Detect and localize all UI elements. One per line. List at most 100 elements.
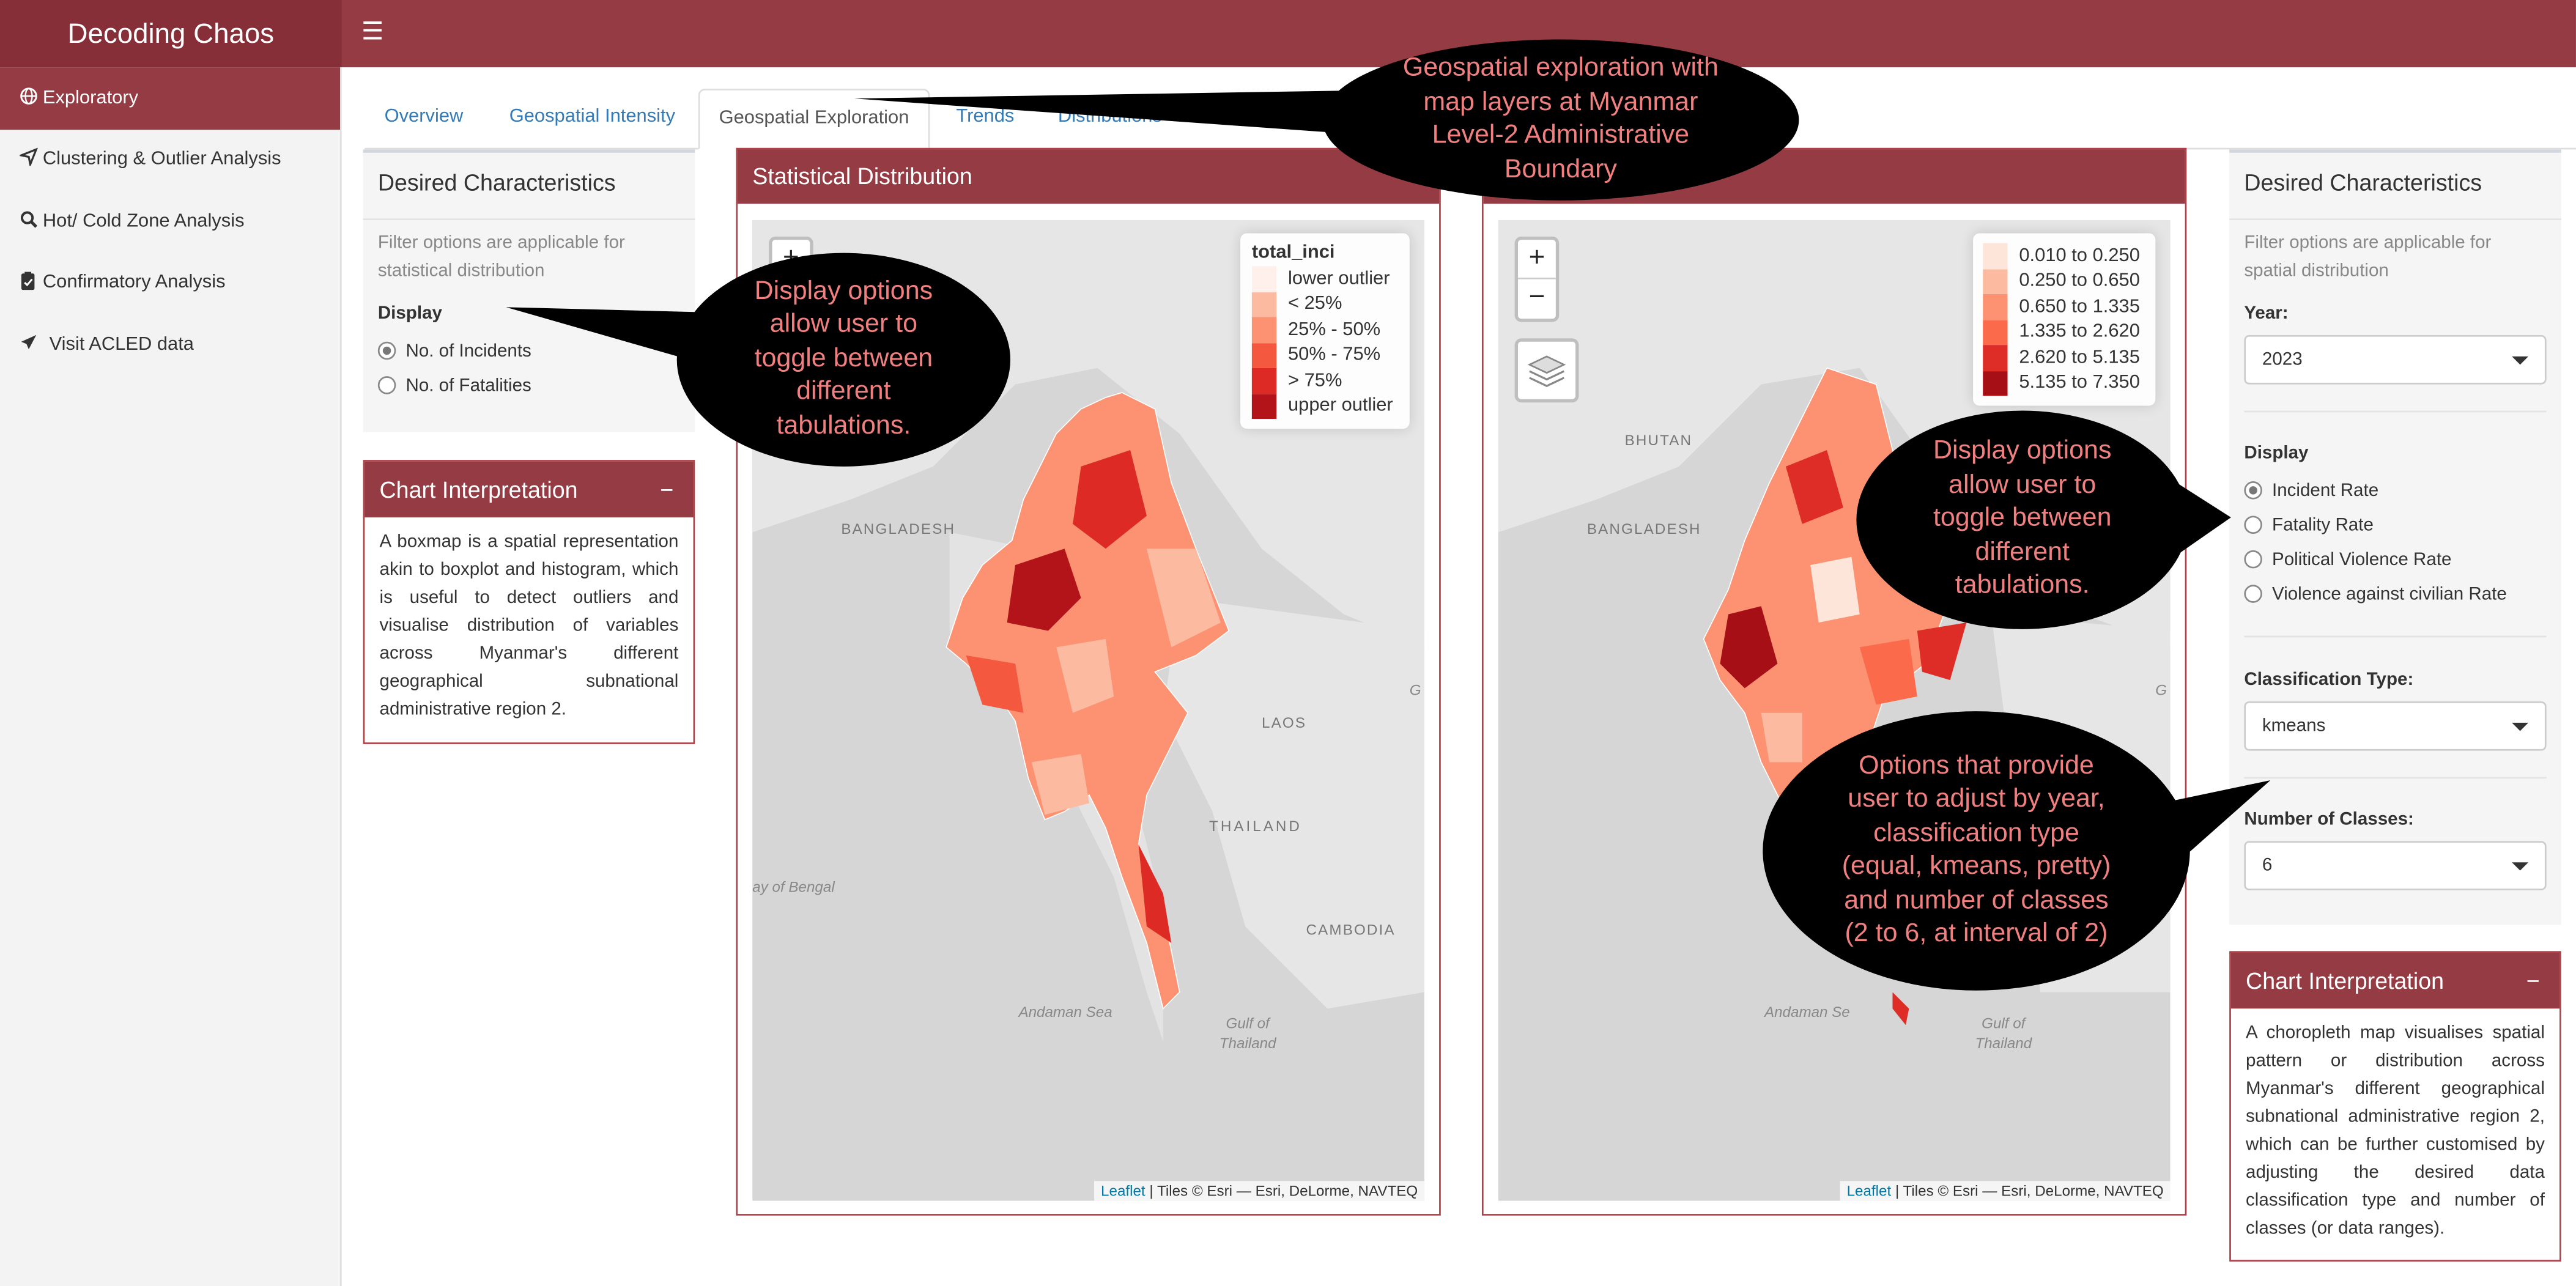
divider [2244,635,2547,638]
radio-political-violence-rate[interactable]: Political Violence Rate [2244,542,2506,576]
legend-label: 0.010 to 0.250 [2019,246,2140,266]
radio-no-of-fatalities[interactable]: No. of Fatalities [377,368,531,402]
radio-label: No. of Incidents [405,341,531,361]
legend-swatch [1251,368,1277,394]
right-chart-interpretation: Chart Interpretation − A choropleth map … [2229,951,2561,1262]
radio-label: No. of Fatalities [405,375,531,396]
chevron-down-icon [2512,722,2529,731]
legend-item: 5.135 to 7.350 [1983,370,2145,396]
right-display-radio-group: Incident Rate Fatality Rate Political Vi… [2244,473,2507,612]
year-label: Year: [2244,303,2289,324]
app-logo[interactable]: Decoding Chaos [0,0,342,68]
legend-label: > 75% [1287,371,1342,391]
radio-fatality-rate[interactable]: Fatality Rate [2244,508,2506,542]
legend-swatch [1983,319,2008,346]
radio-unchecked-icon[interactable] [2244,550,2262,569]
left-interpretation-text: A boxmap is a spatial representation aki… [379,532,679,720]
leaflet-link[interactable]: Leaflet [1101,1183,1146,1199]
sidebar-item-hot-cold[interactable]: Hot/ Cold Zone Analysis [0,191,340,253]
collapse-icon[interactable]: − [660,476,674,503]
choropleth-panel: BHUTAN BANGLADESH Andaman Se Gulf of Tha… [1481,147,2187,1216]
top-header: Decoding Chaos ☰ [0,0,2576,68]
tab-geospatial-exploration[interactable]: Geospatial Exploration [698,89,930,150]
boxmap-legend: total_inci lower outlier < 25% 25% - 50%… [1240,233,1410,429]
radio-checked-icon[interactable] [2244,481,2262,500]
legend-title: total_inci [1251,243,1335,263]
hamburger-menu-icon[interactable]: ☰ [361,18,384,46]
collapse-icon[interactable]: − [2526,967,2540,994]
statistical-distribution-panel: Statistical Distribution BANGLADESH [736,147,1441,1216]
callout-text: Display options allow user to toggle bet… [754,277,933,440]
map-attribution: Leaflet | Tiles © Esri — Esri, DeLorme, … [1094,1181,1424,1201]
choropleth-map[interactable]: BHUTAN BANGLADESH Andaman Se Gulf of Tha… [1498,220,2171,1201]
radio-unchecked-icon[interactable] [2244,516,2262,534]
legend-swatch [1983,243,2008,269]
sidebar: Exploratory Clustering & Outlier Analysi… [0,67,342,1286]
radio-unchecked-icon[interactable] [2244,585,2262,603]
number-of-classes-select[interactable]: 6 [2244,841,2547,890]
tab-geospatial-intensity[interactable]: Geospatial Intensity [509,106,676,127]
right-interpretation-text: A choropleth map visualises spatial patt… [2246,1023,2545,1239]
map-attribution: Leaflet | Tiles © Esri — Esri, DeLorme, … [1840,1181,2171,1201]
label-thailand: THAILAND [1209,818,1302,835]
left-interpretation-title: Chart Interpretation [379,476,578,503]
legend-swatch [1251,317,1277,343]
label-partial-g: G [1409,681,1421,698]
sidebar-item-label: Hot/ Cold Zone Analysis [42,211,245,232]
radio-unchecked-icon[interactable] [377,376,396,394]
legend-swatch [1251,291,1277,317]
radio-label: Violence against civilian Rate [2272,583,2507,604]
divider [2244,410,2547,413]
label-bangladesh: BANGLADESH [1586,520,1701,538]
sidebar-item-label: Exploratory [42,88,139,108]
legend-swatch [1983,268,2008,294]
sidebar-item-clustering[interactable]: Clustering & Outlier Analysis [0,129,340,191]
legend-label: 0.250 to 0.650 [2019,271,2140,292]
tab-trends[interactable]: Trends [956,106,1015,127]
callout-right-display: Display options allow user to toggle bet… [1856,410,2189,629]
legend-label: 5.135 to 7.350 [2019,373,2140,393]
radio-checked-icon[interactable] [377,341,396,360]
sidebar-item-acled[interactable]: Visit ACLED data [0,314,340,375]
zoom-out-button[interactable]: − [1528,281,1545,312]
zoom-in-button[interactable]: + [1518,240,1556,279]
legend-item: 2.620 to 5.135 [1983,345,2145,371]
radio-violence-against-civilian-rate[interactable]: Violence against civilian Rate [2244,577,2507,611]
radio-label: Fatality Rate [2272,515,2374,535]
legend-swatch [1983,345,2008,371]
label-bay-of-bengal: ay of Bengal [752,879,835,895]
classification-type-select[interactable]: kmeans [2244,701,2547,751]
label-bangladesh: BANGLADESH [841,520,956,538]
radio-incident-rate[interactable]: Incident Rate [2244,473,2506,508]
callout-text: Options that provide user to adjust by y… [1841,751,2111,948]
right-interpretation-title: Chart Interpretation [2246,967,2445,994]
number-of-classes-value: 6 [2262,855,2273,876]
boxmap-map[interactable]: BANGLADESH LAOS THAILAND CAMBODIA ay of … [752,220,1424,1201]
legend-item: 0.250 to 0.650 [1983,268,2145,294]
right-filter-hint: Filter options are applicable for spatia… [2244,233,2492,281]
callout-left-display: Display options allow user to toggle bet… [676,253,1011,467]
tab-overview[interactable]: Overview [384,106,464,127]
left-display-label: Display [377,303,442,324]
attribution-text: | Tiles © Esri — Esri, DeLorme, NAVTEQ [1895,1183,2164,1199]
tab-distributions[interactable]: Distributions [1057,106,1162,127]
callout-classification-options: Options that provide user to adjust by y… [1763,711,2190,991]
send-icon [17,333,40,357]
sidebar-item-label: Visit ACLED data [49,334,194,355]
sidebar-item-exploratory[interactable]: Exploratory [0,67,341,129]
left-display-radio-group: No. of Incidents No. of Fatalities [377,333,531,402]
divider [2244,777,2547,779]
radio-no-of-incidents[interactable]: No. of Incidents [377,333,531,368]
main-content: Overview Geospatial Intensity Geospatial… [341,67,2576,1286]
sidebar-item-confirmatory[interactable]: Confirmatory Analysis [0,252,340,314]
sidebar-item-label: Confirmatory Analysis [42,273,226,293]
legend-item: 0.650 to 1.335 [1983,294,2145,320]
legend-label: 1.335 to 2.620 [2019,322,2140,342]
label-bhutan: BHUTAN [1624,432,1693,449]
leaflet-link[interactable]: Leaflet [1846,1183,1892,1199]
left-chart-interpretation: Chart Interpretation − A boxmap is a spa… [363,460,695,744]
year-select[interactable]: 2023 [2244,334,2547,385]
legend-swatch [1251,342,1277,368]
layers-icon[interactable] [1514,338,1579,403]
